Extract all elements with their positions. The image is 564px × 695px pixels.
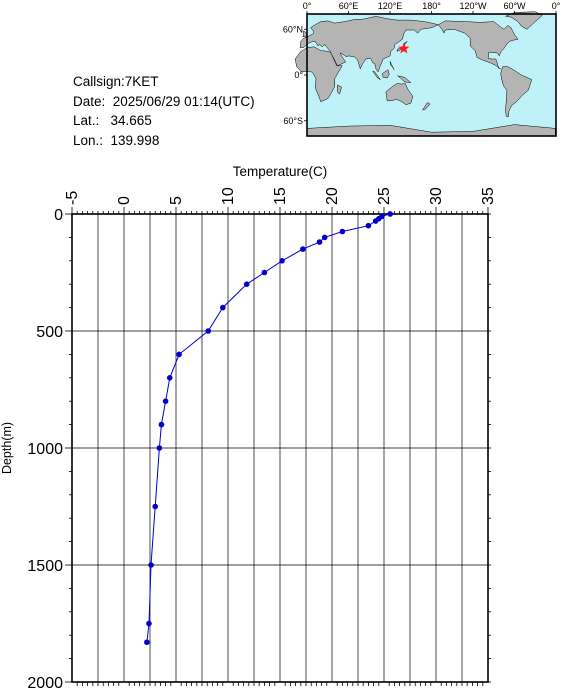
y-tick-label: 2000: [27, 675, 63, 690]
data-point: [372, 218, 379, 224]
data-point: [158, 421, 165, 428]
data-point: [152, 503, 158, 510]
latitude-text: Lat.: 34.665: [73, 113, 152, 128]
x-tick-label: -5: [64, 191, 81, 205]
x-axis-title: Temperature(C): [233, 164, 328, 179]
map-land-australia: [385, 83, 414, 105]
map-land-philippines: [389, 61, 395, 70]
map-land-new-zealand: [421, 102, 431, 111]
x-tick-label: 25: [376, 187, 393, 205]
temperature-depth-chart: -5 0 5 10 15 20 25 30 35 0 500 1000 1500 2000 Temperat…: [0, 150, 564, 692]
date-text: Date: 2025/06/29 01:14(UTC): [73, 93, 255, 109]
longitude-text: Lon.: 139.998: [73, 132, 160, 148]
x-tick-label: 30: [428, 187, 445, 205]
x-tick-label: 10: [220, 187, 237, 205]
y-tick-label: 500: [36, 324, 63, 341]
chart-svg: -5 0 5 10 15 20 25 30 350500100015002000Temperat…: [0, 164, 497, 692]
data-point: [156, 445, 163, 451]
map-lon-label: 0°: [552, 1, 561, 11]
map-lat-label: 0°: [294, 70, 303, 80]
data-point: [144, 639, 150, 646]
data-point: [316, 239, 323, 245]
map-lon-label: 0°: [303, 1, 312, 11]
map-lon-label: 60°W: [503, 1, 526, 11]
data-point: [205, 328, 212, 334]
x-tick-label: 0: [116, 196, 133, 205]
data-point: [148, 562, 154, 568]
map-land-south-america: [500, 66, 533, 118]
data-point: [279, 258, 285, 264]
data-point: [339, 228, 346, 235]
map-land-madagascar: [337, 84, 342, 95]
y-tick-label: 1000: [27, 441, 63, 458]
map-lon-label: 120°E: [378, 1, 403, 11]
world-map-svg: 0° 60°E 120°E 180° 120°W 60°W 0° 60°N 0° 60°S: [283, 1, 561, 137]
data-point: [300, 246, 306, 252]
x-tick-label: 5: [168, 196, 185, 205]
x-tick-label: 20: [324, 187, 341, 205]
station-info: Callsign:7KET Date: 2025/06/29 01:14(UTC…: [73, 72, 255, 150]
y-tick-label: 1500: [27, 558, 63, 575]
x-tick-label: 35: [480, 187, 497, 205]
data-point: [387, 211, 394, 217]
map-lat-label: 60°S: [283, 116, 303, 126]
map-land-borneo: [382, 69, 390, 79]
x-tick-label: 15: [272, 187, 289, 205]
map-lon-label: 180°: [422, 1, 441, 11]
map-land-greenland: [504, 11, 543, 30]
y-tick-label: 0: [54, 207, 63, 224]
callsign-text: Callsign:7KET: [73, 74, 159, 89]
world-map: 0° 60°E 120°E 180° 120°W 60°W 0° 60°N 0° 60°S: [0, 0, 564, 150]
map-land-sumatra: [372, 70, 381, 80]
data-point: [166, 375, 173, 381]
map-land-north-america: [438, 20, 519, 70]
data-point: [365, 222, 372, 229]
data-point: [243, 281, 250, 287]
map-lat-label: 60°N: [283, 24, 303, 34]
data-point: [162, 398, 169, 404]
map-lon-label: 120°W: [459, 1, 487, 11]
data-point: [146, 620, 152, 627]
data-point: [220, 304, 226, 311]
data-point: [261, 269, 268, 276]
station-marker-star-icon: [398, 42, 410, 54]
data-point: [176, 351, 182, 358]
data-point: [321, 234, 328, 241]
map-land-new-guinea: [397, 75, 412, 83]
y-axis-title: Depth(m): [0, 422, 14, 474]
map-lon-label: 60°E: [339, 1, 359, 11]
plot-frame: [71, 213, 489, 683]
